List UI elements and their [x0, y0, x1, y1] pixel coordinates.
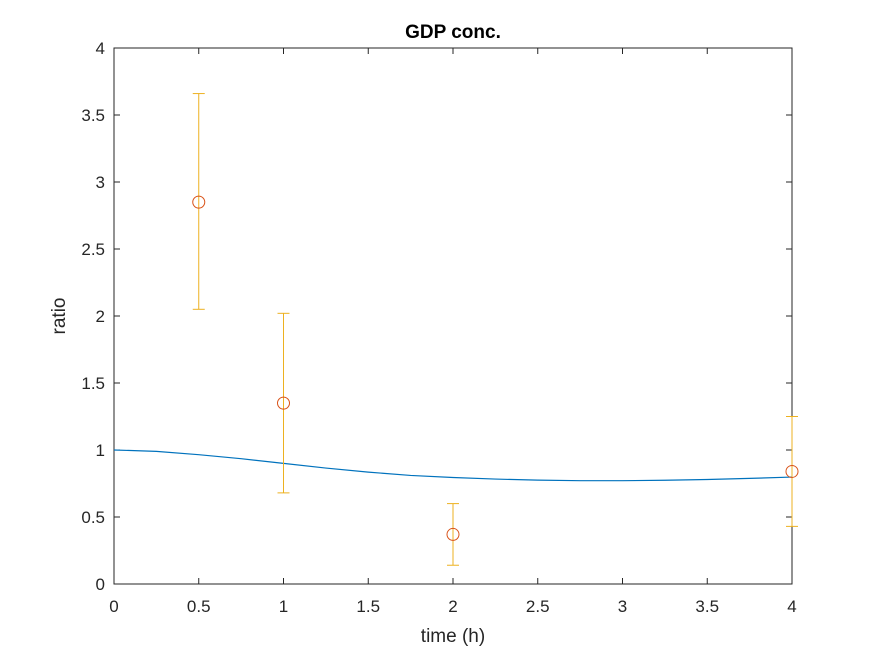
y-tick-label: 0 — [96, 575, 105, 594]
y-tick-label: 3.5 — [81, 106, 105, 125]
x-tick-label: 0.5 — [187, 597, 211, 616]
x-tick-label: 3.5 — [695, 597, 719, 616]
x-tick-label: 2 — [448, 597, 457, 616]
data-point — [192, 93, 206, 310]
data-marker — [785, 464, 799, 478]
y-tick-label: 0.5 — [81, 508, 105, 527]
y-tick-label: 4 — [96, 39, 105, 58]
y-tick-label: 1.5 — [81, 374, 105, 393]
data-marker — [192, 195, 206, 209]
data-point — [785, 416, 799, 527]
plot-area — [114, 48, 792, 584]
x-tick-label: 3 — [618, 597, 627, 616]
x-tick-label: 2.5 — [526, 597, 550, 616]
data-point — [277, 312, 290, 494]
data-marker — [446, 527, 460, 541]
errorbar-series-layer — [192, 93, 799, 566]
x-tick-label: 1 — [279, 597, 288, 616]
axes: 0 0.5 1 1.5 2 2.5 3 3.5 4 0 0.5 1 1.5 2 2.5 3 3.5 4 — [81, 39, 796, 616]
data-point — [446, 503, 460, 566]
x-axis-title: time (h) — [421, 626, 485, 647]
y-axis-title: ratio — [49, 298, 70, 335]
x-tick-label: 1.5 — [356, 597, 380, 616]
model-curve — [113, 449, 793, 482]
y-tick-label: 2 — [96, 307, 105, 326]
chart-title: GDP conc. — [405, 22, 501, 43]
x-tick-label: 4 — [787, 597, 796, 616]
x-tick-label: 0 — [109, 597, 118, 616]
y-tick-label: 2.5 — [81, 240, 105, 259]
y-tick-label: 1 — [96, 441, 105, 460]
line-series-layer — [113, 449, 793, 482]
data-marker — [277, 396, 290, 410]
y-tick-label: 3 — [96, 173, 105, 192]
